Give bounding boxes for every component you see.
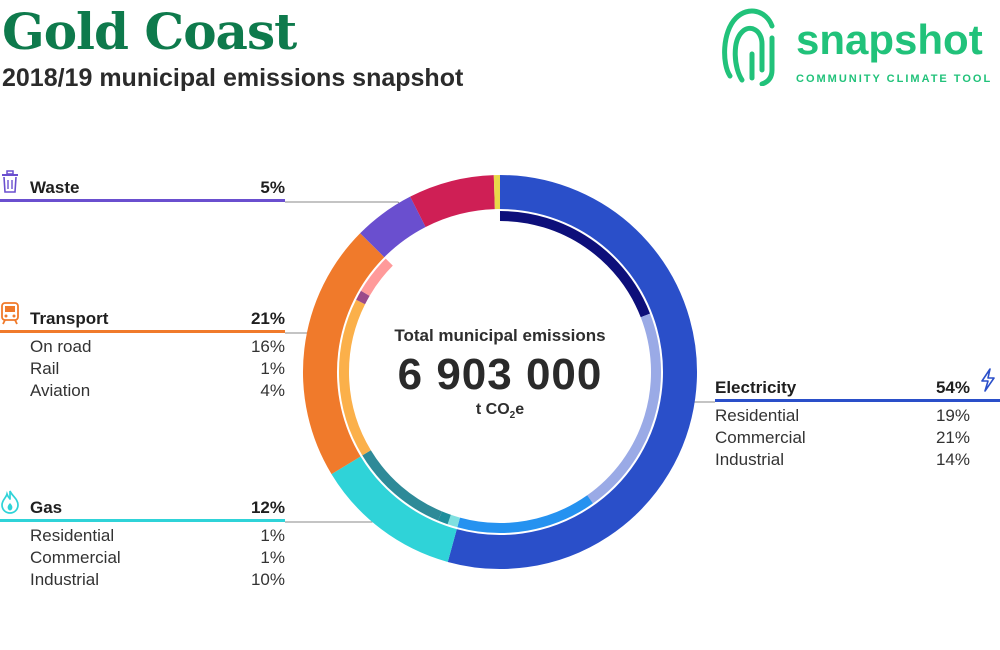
category-percent: 12% <box>250 498 285 517</box>
subcategory-row: Aviation 4% <box>30 381 285 400</box>
inner-ring <box>339 211 661 533</box>
category-name: Gas <box>30 498 63 517</box>
category-waste[interactable]: Waste 5% <box>0 170 285 202</box>
logo-tagline: COMMUNITY CLIMATE TOOL <box>796 73 993 85</box>
total-emissions-label: Total municipal emissions <box>394 326 606 345</box>
category-header: Electricity 54% <box>715 368 1000 402</box>
outer-ring <box>303 175 697 569</box>
category-gas[interactable]: Gas 12% Residential 1% Commercial 1% Ind… <box>0 490 285 589</box>
leader-line <box>285 515 379 523</box>
subsegment-electricity-industrial <box>457 495 593 533</box>
subcategory-row: Residential 1% <box>30 526 285 545</box>
category-name: Waste <box>30 178 80 197</box>
lightning-icon <box>981 368 995 392</box>
subsegment-gas-residential <box>447 514 460 528</box>
category-percent: 21% <box>250 309 285 328</box>
category-electricity[interactable]: Electricity 54% Residential 19% Commerci… <box>715 368 1000 469</box>
page-title: Gold Coast <box>2 2 297 61</box>
subcategory-row: Commercial 1% <box>30 548 285 567</box>
subsegment-transport-rail <box>356 290 370 305</box>
subcategory-row: Rail 1% <box>30 359 285 378</box>
segment-transport <box>303 233 385 475</box>
category-transport[interactable]: Transport 21% On road 16% Rail 1% Aviati… <box>0 302 285 400</box>
leader-line <box>285 201 405 209</box>
trash-icon <box>2 170 18 193</box>
subsegment-transport-on-road <box>339 299 371 456</box>
subsegment-gas-commercial <box>438 511 451 525</box>
segment-waste <box>360 196 427 258</box>
segment-other <box>410 175 496 228</box>
subsegment-electricity-commercial <box>587 313 661 504</box>
segment-gas <box>331 456 458 562</box>
snapshot-logo[interactable]: snapshot COMMUNITY CLIMATE TOOL <box>716 4 1000 90</box>
category-header: Gas 12% <box>0 490 285 522</box>
subsegment-electricity-residential <box>499 211 651 318</box>
total-emissions-unit: t CO2e <box>475 401 525 422</box>
subsegment-transport-aviation <box>360 258 393 296</box>
subcategory-row: Residential 19% <box>715 406 970 425</box>
category-header: Transport 21% <box>0 302 285 333</box>
fingerprint-logo-icon <box>722 8 775 86</box>
category-percent: 54% <box>935 378 970 397</box>
subcategory-row: Industrial 14% <box>715 450 970 469</box>
subcategory-row: Commercial 21% <box>715 428 970 447</box>
category-name: Electricity <box>715 378 797 397</box>
flame-icon <box>1 490 19 514</box>
subsegment-gas-industrial <box>362 450 442 521</box>
category-name: Transport <box>30 309 109 328</box>
category-header: Waste 5% <box>0 170 285 202</box>
category-percent: 5% <box>260 178 285 197</box>
logo-wordmark: snapshot <box>796 16 983 63</box>
segment-electricity <box>447 175 697 569</box>
page-subtitle: 2018/19 municipal emissions snapshot <box>2 64 464 92</box>
subcategory-row: On road 16% <box>30 337 285 356</box>
subcategory-row: Industrial 10% <box>30 570 285 589</box>
train-icon <box>1 302 19 325</box>
total-emissions-value: 6 903 000 <box>397 350 603 399</box>
